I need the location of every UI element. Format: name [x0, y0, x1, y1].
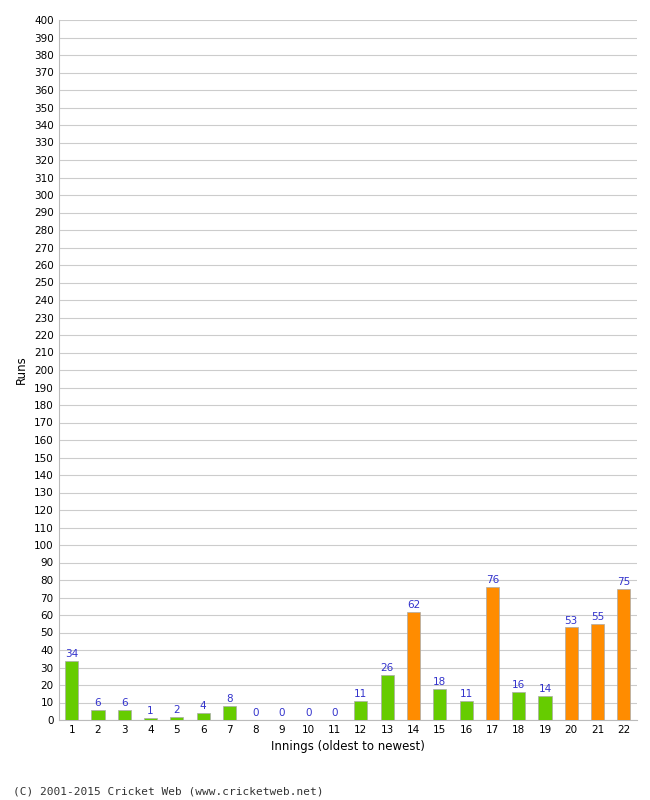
Text: 26: 26 [380, 662, 394, 673]
Bar [486, 587, 499, 720]
Text: 6: 6 [95, 698, 101, 708]
Text: 75: 75 [618, 577, 630, 587]
Bar [170, 717, 183, 720]
Text: 0: 0 [332, 708, 338, 718]
Text: 4: 4 [200, 702, 207, 711]
Text: 62: 62 [407, 600, 420, 610]
Bar [460, 701, 473, 720]
Bar [591, 624, 604, 720]
Text: 11: 11 [354, 689, 367, 699]
Text: 16: 16 [512, 680, 525, 690]
X-axis label: Innings (oldest to newest): Innings (oldest to newest) [271, 741, 424, 754]
Text: 2: 2 [174, 705, 180, 714]
Text: 8: 8 [226, 694, 233, 704]
Text: 76: 76 [486, 575, 499, 586]
Bar [381, 674, 394, 720]
Bar [512, 692, 525, 720]
Bar [65, 661, 78, 720]
Bar [223, 706, 236, 720]
Text: 1: 1 [147, 706, 154, 717]
Bar [196, 713, 210, 720]
Text: 6: 6 [121, 698, 127, 708]
Text: 18: 18 [433, 677, 447, 686]
Text: 0: 0 [279, 708, 285, 718]
Text: 0: 0 [252, 708, 259, 718]
Text: 0: 0 [305, 708, 311, 718]
Bar [433, 689, 447, 720]
Bar [538, 695, 552, 720]
Bar [407, 611, 420, 720]
Text: 34: 34 [65, 649, 78, 658]
Text: 55: 55 [591, 612, 604, 622]
Bar [118, 710, 131, 720]
Bar [354, 701, 367, 720]
Bar [92, 710, 105, 720]
Text: 53: 53 [565, 615, 578, 626]
Bar [565, 627, 578, 720]
Text: 11: 11 [460, 689, 473, 699]
Text: 14: 14 [538, 684, 552, 694]
Text: (C) 2001-2015 Cricket Web (www.cricketweb.net): (C) 2001-2015 Cricket Web (www.cricketwe… [13, 786, 324, 796]
Bar [144, 718, 157, 720]
Y-axis label: Runs: Runs [16, 356, 29, 384]
Bar [618, 589, 630, 720]
